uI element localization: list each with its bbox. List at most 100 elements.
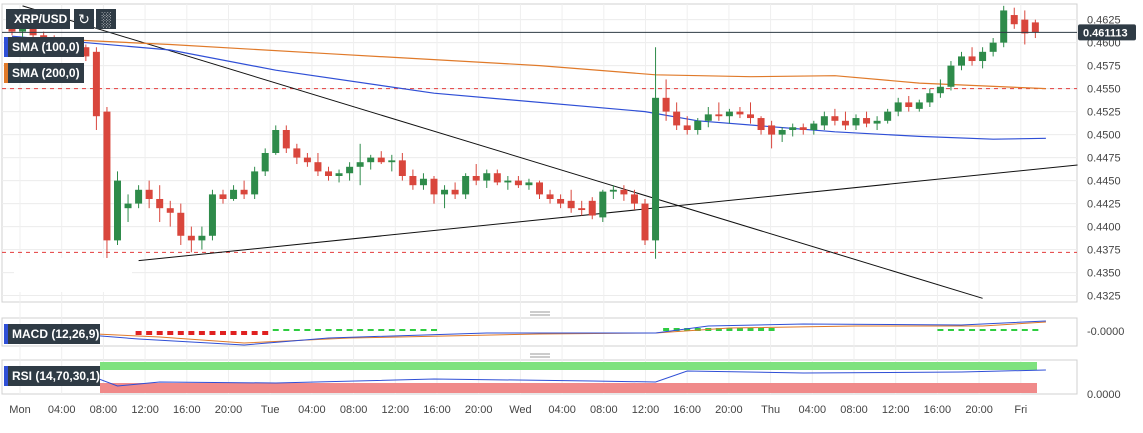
- rsi-chip[interactable]: RSI (14,70,30,1): [4, 366, 100, 386]
- candle-body: [462, 175, 470, 195]
- candle-body: [968, 56, 976, 62]
- candle-body: [325, 171, 332, 176]
- rsi-overbought-band: [100, 362, 1037, 370]
- macd-histogram-bar: [198, 331, 205, 335]
- descending-trend-line: [22, 5, 983, 299]
- y-tick-label: 0.4325: [1087, 291, 1121, 303]
- macd-histogram-bar: [336, 329, 343, 331]
- macd-histogram-bar: [209, 331, 216, 335]
- candle-body: [694, 120, 702, 131]
- x-tick-label: Fri: [1014, 404, 1027, 416]
- macd-histogram-bar: [283, 329, 290, 331]
- macd-histogram-bar: [409, 329, 416, 331]
- candle-body: [852, 118, 860, 126]
- y-tick-label: 0.4500: [1087, 130, 1121, 142]
- macd-histogram-bar: [304, 329, 311, 331]
- macd-chip[interactable]: MACD (12,26,9): [4, 324, 100, 344]
- macd-histogram-bar: [747, 328, 754, 331]
- candle-body: [799, 127, 807, 131]
- macd-histogram-bar: [1000, 329, 1007, 331]
- candle-body: [177, 212, 185, 236]
- y-tick-label: 0.4625: [1087, 15, 1121, 27]
- candle-body: [377, 157, 385, 163]
- candle-body: [441, 189, 449, 195]
- x-tick-label: 08:00: [340, 404, 368, 416]
- macd-histogram-bar: [1021, 329, 1028, 331]
- x-tick-label: 20:00: [465, 404, 493, 416]
- sma100-chip[interactable]: SMA (100,0): [4, 37, 84, 57]
- candle-body: [641, 203, 649, 241]
- x-tick-label: 04:00: [298, 404, 326, 416]
- y-tick-label: 0.4575: [1087, 61, 1121, 73]
- candle-body: [841, 120, 849, 126]
- candle-body: [1010, 15, 1018, 25]
- candle-body: [725, 111, 733, 117]
- candle-body: [282, 130, 290, 149]
- rsi-axis-label: 0.0000: [1087, 389, 1121, 401]
- macd-histogram-bar: [694, 328, 701, 331]
- candle-body: [599, 191, 607, 218]
- macd-histogram-bar: [1032, 329, 1039, 331]
- macd-histogram-bar: [177, 331, 184, 335]
- sma200-chip[interactable]: SMA (200,0): [4, 63, 84, 83]
- candle-body: [630, 194, 638, 204]
- x-tick-label: 16:00: [673, 404, 701, 416]
- candle-body: [989, 42, 997, 52]
- candle-body: [398, 160, 406, 176]
- x-tick-label: Tue: [261, 404, 280, 416]
- macd-histogram-bar: [346, 329, 353, 331]
- candle-body: [198, 235, 206, 241]
- candle-body: [346, 166, 354, 174]
- macd-histogram-bar: [979, 329, 986, 331]
- candle-body: [504, 180, 512, 183]
- macd-histogram-bar: [241, 331, 248, 335]
- candle-body: [92, 51, 100, 117]
- x-tick-label: 20:00: [965, 404, 993, 416]
- macd-histogram-bar: [293, 329, 300, 331]
- macd-histogram-bar: [156, 331, 163, 335]
- candle-body: [314, 162, 322, 172]
- x-tick-label: 12:00: [882, 404, 910, 416]
- symbol-chip[interactable]: XRP/USD: [6, 9, 70, 29]
- macd-histogram-bar: [431, 329, 437, 331]
- candle-body: [230, 189, 238, 199]
- candle-body: [251, 171, 259, 195]
- macd-histogram-bar: [947, 329, 954, 331]
- candle-body: [768, 125, 776, 135]
- candle-body: [905, 102, 913, 108]
- bar-chart-icon[interactable]: ░: [96, 9, 116, 29]
- ascending-trend-line: [138, 164, 1078, 262]
- macd-line: [11, 320, 1046, 346]
- rsi-line: [11, 369, 1046, 387]
- y-tick-label: 0.4525: [1087, 107, 1121, 119]
- candle-body: [926, 93, 934, 103]
- candle-body: [156, 198, 164, 209]
- macd-histogram-bar: [272, 329, 279, 331]
- y-tick-label: 0.4350: [1087, 268, 1121, 280]
- x-tick-label: 04:00: [548, 404, 576, 416]
- candle-body: [609, 189, 617, 192]
- x-tick-label: 20:00: [215, 404, 243, 416]
- x-tick-label: 20:00: [715, 404, 743, 416]
- candle-body: [673, 111, 681, 126]
- candle-body: [145, 189, 153, 199]
- macd-histogram-bar: [314, 329, 321, 331]
- macd-histogram-bar: [251, 331, 258, 335]
- candle-body: [8, 28, 16, 32]
- candle-body: [936, 86, 944, 94]
- macd-histogram-bar: [220, 331, 226, 335]
- candle-body: [662, 97, 670, 112]
- macd-histogram-bar: [663, 328, 670, 331]
- refresh-icon[interactable]: ↻: [74, 9, 94, 29]
- macd-histogram-bar: [188, 331, 195, 335]
- macd-histogram-bar: [1011, 329, 1018, 331]
- macd-axis-label: -0.0000: [1087, 326, 1124, 338]
- candle-body: [736, 111, 744, 115]
- rsi-label: RSI (14,70,30,1): [12, 369, 101, 383]
- x-tick-label: 12:00: [131, 404, 159, 416]
- candle-body: [187, 235, 195, 241]
- macd-histogram-bar: [969, 329, 976, 331]
- macd-histogram-bar: [367, 329, 374, 331]
- candle-body: [567, 200, 575, 209]
- candle-body: [958, 56, 965, 66]
